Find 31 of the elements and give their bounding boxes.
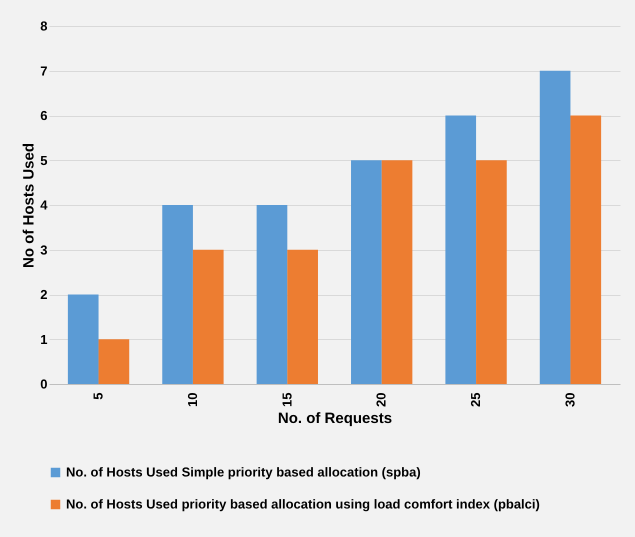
y-tick-label: 0 [40, 376, 48, 392]
y-tick-label: 2 [40, 287, 48, 302]
bar [445, 116, 476, 384]
bar [162, 205, 193, 384]
x-tick-label: 15 [279, 392, 294, 407]
legend-label: No. of Hosts Used Simple priority based allocation (spba) [66, 464, 421, 480]
bar [570, 116, 602, 384]
x-axis-title: No. of Requests [278, 410, 392, 427]
x-tick-label: 10 [184, 392, 200, 407]
x-tick-label: 25 [468, 392, 484, 407]
bar [351, 160, 382, 384]
x-tick-label: 20 [374, 392, 389, 407]
y-tick-label: 7 [40, 63, 48, 78]
x-tick-label: 30 [562, 392, 578, 407]
bar [476, 160, 507, 384]
bar [68, 294, 99, 384]
y-tick-label: 5 [40, 152, 48, 168]
bar [98, 339, 130, 384]
y-tick-label: 3 [40, 242, 48, 258]
bar [287, 250, 318, 384]
y-axis-title: No of Hosts Used [20, 142, 38, 268]
y-tick-label: 6 [40, 108, 48, 123]
bar [192, 250, 224, 384]
x-tick-label: 5 [90, 392, 106, 400]
legend-label: No. of Hosts Used priority based allocation using load comfort index (pbalci) [66, 496, 540, 512]
bar [256, 205, 288, 384]
bar [540, 70, 570, 384]
bar [382, 160, 412, 384]
y-tick-label: 4 [40, 198, 48, 212]
y-tick-label: 8 [40, 18, 48, 34]
y-tick-label: 1 [40, 332, 48, 347]
